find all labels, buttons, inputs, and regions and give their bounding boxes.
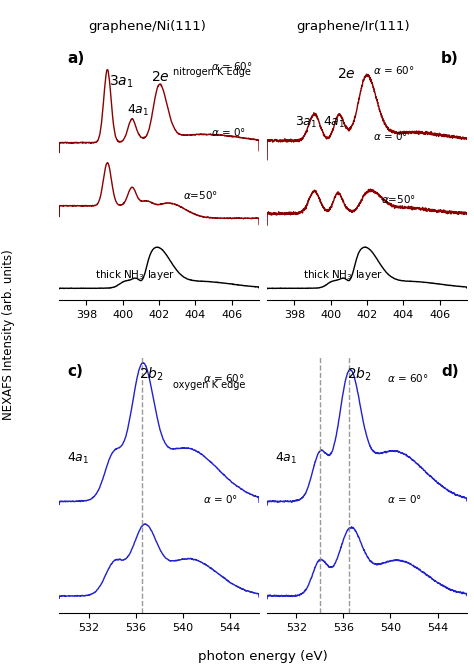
Text: NEXAFS Intensity (arb. units): NEXAFS Intensity (arb. units) [2,250,15,420]
Text: d): d) [441,364,458,379]
Text: $4a_1$: $4a_1$ [127,103,149,118]
Text: oxygen K edge: oxygen K edge [173,380,246,390]
Text: $\alpha$ = 60°: $\alpha$ = 60° [387,372,428,384]
Text: $2e$: $2e$ [337,67,356,81]
Text: $3a_1$: $3a_1$ [109,74,134,90]
Text: $\alpha$ = 60°: $\alpha$ = 60° [211,60,253,72]
Text: $4a_1$: $4a_1$ [323,115,346,130]
Text: $2b_2$: $2b_2$ [347,366,372,383]
Text: $\alpha$ = 60°: $\alpha$ = 60° [373,64,415,76]
Text: c): c) [67,364,83,379]
Text: $\alpha$ = 0°: $\alpha$ = 0° [387,492,422,505]
Text: thick NH$_3$ layer: thick NH$_3$ layer [95,268,175,282]
Text: graphene/Ir(111): graphene/Ir(111) [296,20,410,33]
Text: thick NH$_3$ layer: thick NH$_3$ layer [303,268,383,282]
Text: graphene/Ni(111): graphene/Ni(111) [88,20,206,33]
Text: nitrogen K Edge: nitrogen K Edge [173,66,251,76]
Text: $\alpha$ = 60°: $\alpha$ = 60° [203,372,245,384]
Text: a): a) [67,51,84,66]
Text: $\alpha$=50°: $\alpha$=50° [183,189,218,201]
Text: b): b) [441,51,459,66]
Text: $2b_2$: $2b_2$ [139,366,164,383]
Text: $\alpha$=50°: $\alpha$=50° [381,192,416,204]
Text: $\alpha$ = 0°: $\alpha$ = 0° [211,126,246,138]
Text: $4a_1$: $4a_1$ [275,451,297,466]
Text: $4a_1$: $4a_1$ [67,451,90,466]
Text: $3a_1$: $3a_1$ [295,115,318,130]
Text: $2e$: $2e$ [151,70,170,84]
Text: $\alpha$ = 0°: $\alpha$ = 0° [203,492,238,505]
Text: $\alpha$ = 0°: $\alpha$ = 0° [373,130,408,142]
Text: photon energy (eV): photon energy (eV) [198,651,328,663]
